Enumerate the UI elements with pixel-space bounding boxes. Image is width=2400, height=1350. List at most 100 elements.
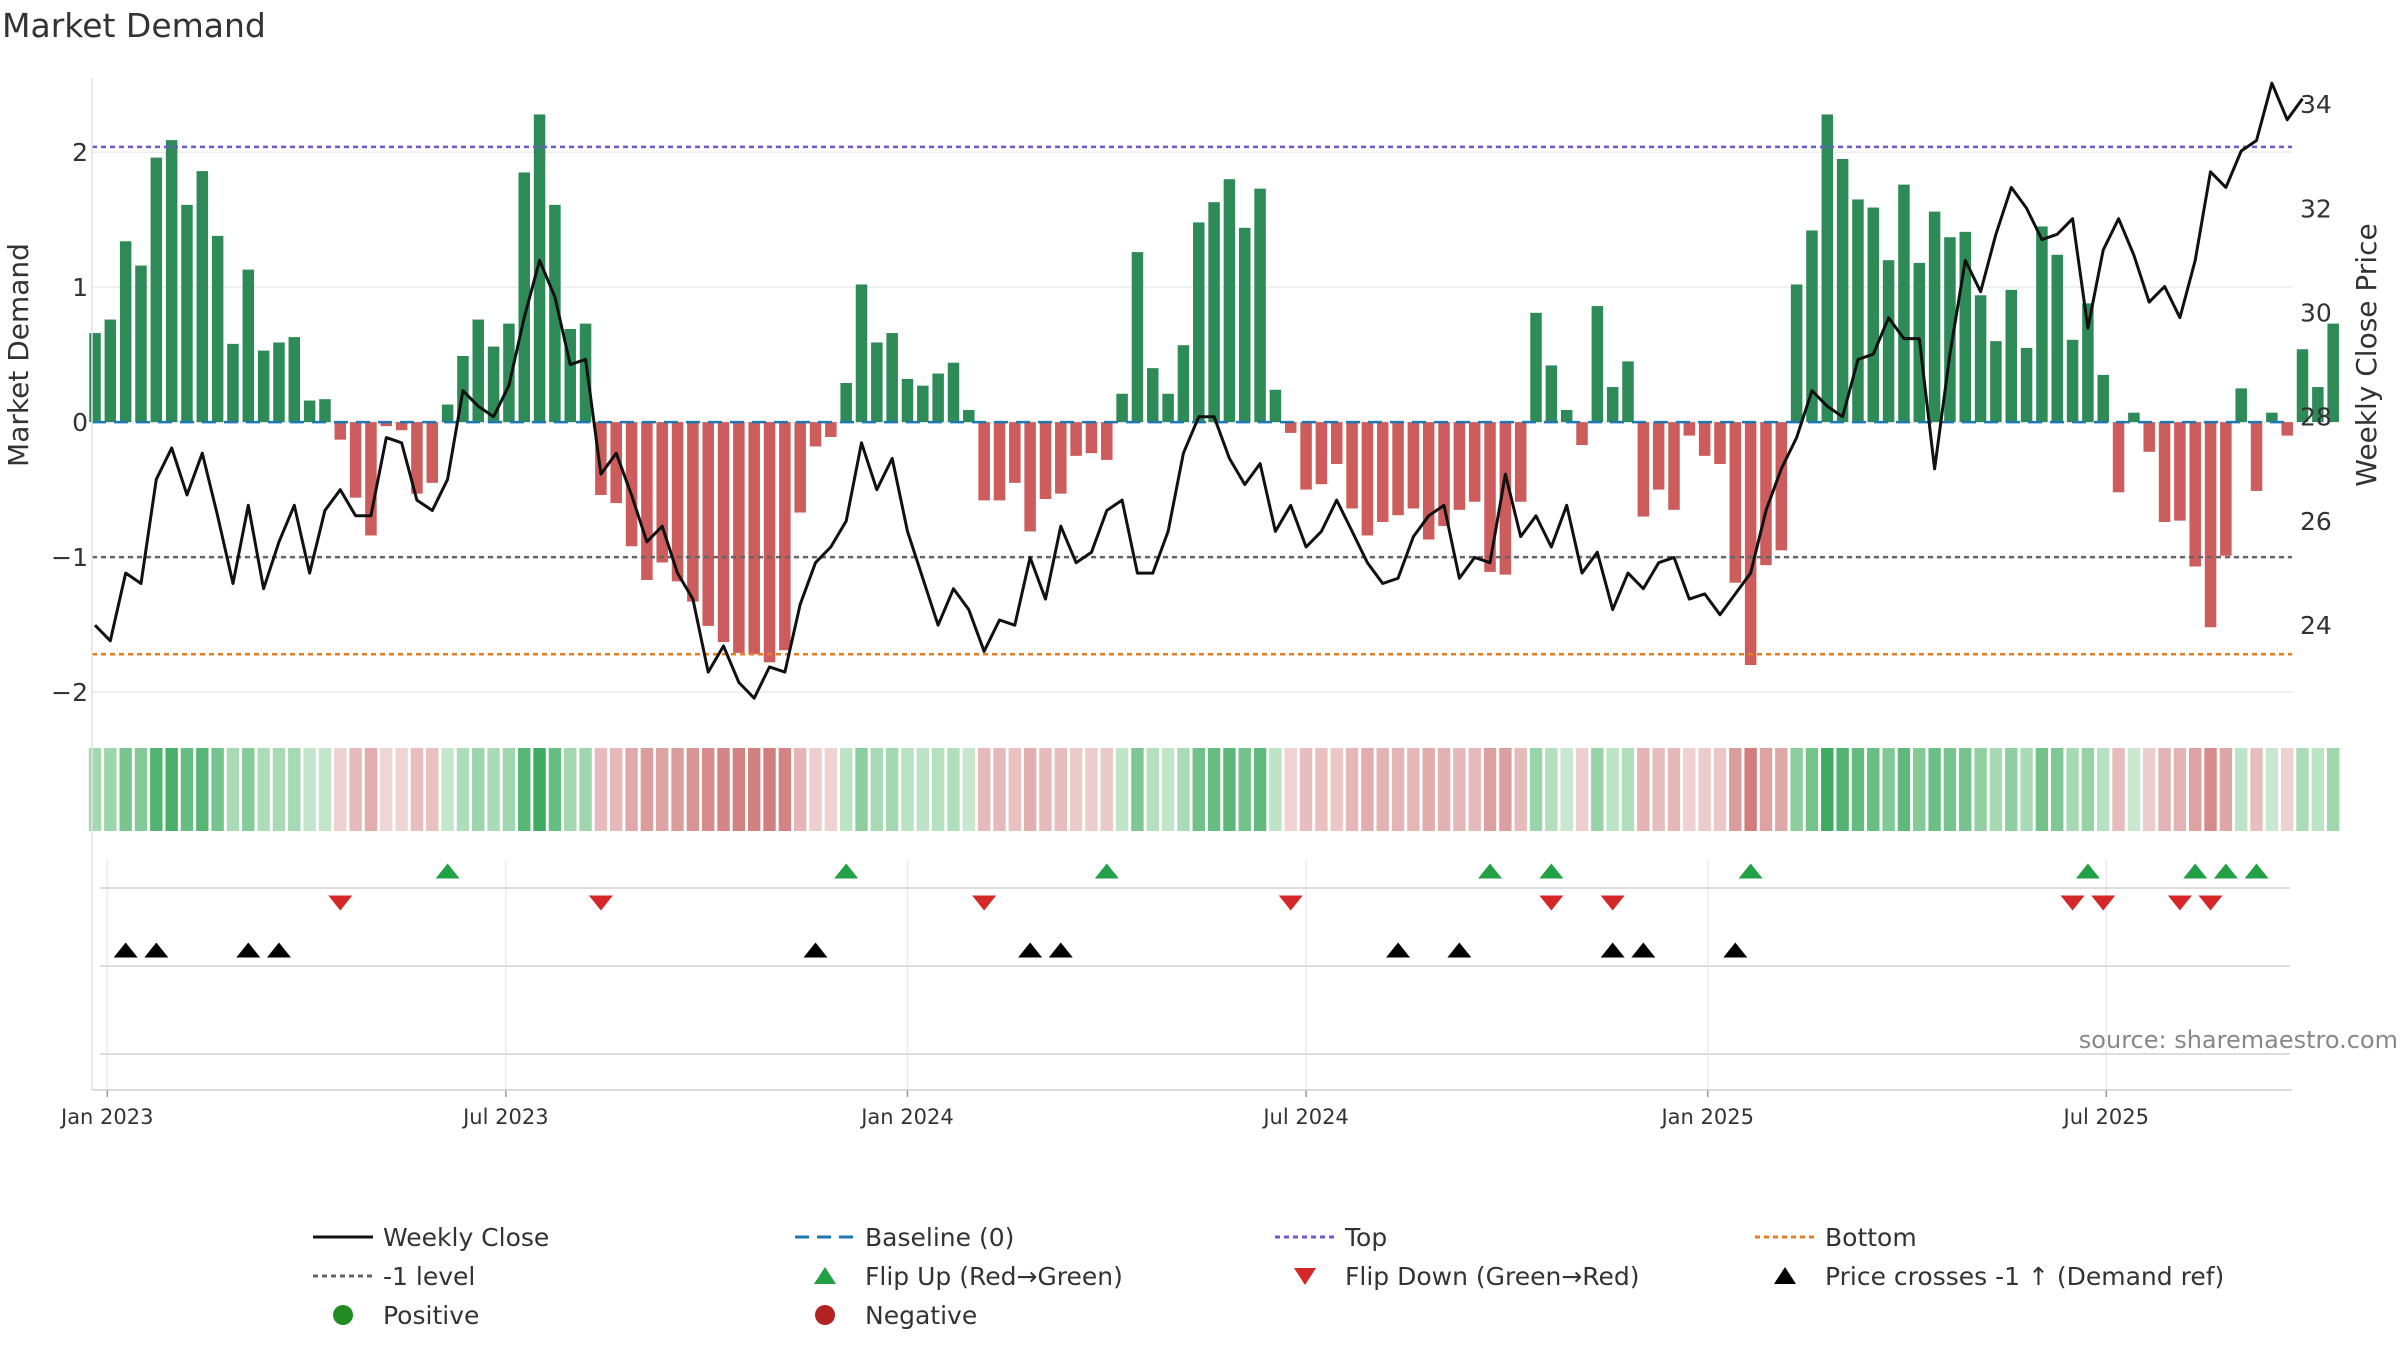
demand-bar-negative xyxy=(1009,422,1021,483)
right-tick-label: 34 xyxy=(2300,90,2332,119)
demand-bar-positive xyxy=(855,284,868,423)
demand-bar-negative xyxy=(1392,422,1404,516)
demand-bar-negative xyxy=(1330,422,1343,464)
legend-label: Negative xyxy=(865,1301,977,1330)
demand-bar-positive xyxy=(1990,341,2002,423)
heat-cell xyxy=(303,748,316,831)
heat-cell xyxy=(180,748,194,831)
demand-bar-positive xyxy=(1269,389,1282,423)
heat-cell xyxy=(1790,748,1803,831)
legend-swatch-triangle-up xyxy=(1774,1267,1796,1284)
heat-cell xyxy=(1315,748,1328,831)
demand-bar-negative xyxy=(1438,422,1450,527)
flip-up-marker xyxy=(2244,863,2269,879)
right-tick-label: 28 xyxy=(2300,403,2332,432)
heat-cell xyxy=(947,748,960,831)
heat-cell xyxy=(1637,748,1650,831)
heat-cell xyxy=(1821,748,1834,831)
demand-bar-negative xyxy=(2204,422,2217,628)
legend-label: -1 level xyxy=(383,1262,475,1291)
demand-bar-positive xyxy=(503,323,515,423)
heat-cell xyxy=(1100,748,1113,831)
flip-up-marker xyxy=(834,863,859,879)
demand-bar-positive xyxy=(1560,409,1573,423)
heat-cell xyxy=(1407,748,1420,831)
heat-cell xyxy=(1054,748,1067,831)
signal-rows xyxy=(100,863,2290,1055)
demand-bar-negative xyxy=(794,422,806,513)
heat-cell xyxy=(1974,748,1987,831)
heat-cell xyxy=(717,748,730,831)
heat-cell xyxy=(533,748,546,831)
demand-bar-negative xyxy=(349,422,362,498)
demand-bar-positive xyxy=(1944,237,1956,423)
price-cross-marker xyxy=(113,942,138,958)
legend-label: Flip Up (Red→Green) xyxy=(865,1262,1123,1291)
demand-bar-positive xyxy=(564,329,576,423)
demand-bar-positive xyxy=(257,350,270,423)
weekly-close-line xyxy=(93,81,2304,700)
legend-swatch-dot xyxy=(333,1305,353,1325)
demand-bar-negative xyxy=(641,422,653,581)
demand-bar-positive xyxy=(2020,347,2033,423)
demand-bar-negative xyxy=(1407,422,1420,509)
demand-bar-positive xyxy=(119,241,132,423)
heat-cell xyxy=(1621,748,1635,831)
right-tick-label: 30 xyxy=(2300,299,2332,328)
heat-cell xyxy=(1437,748,1451,831)
heat-cell xyxy=(2235,748,2248,831)
price-cross-marker xyxy=(1048,942,1073,958)
heat-cell xyxy=(2311,748,2325,831)
flip-down-marker xyxy=(2091,895,2116,911)
demand-bar-negative xyxy=(1652,422,1665,490)
heat-cell xyxy=(548,748,562,831)
heat-cell xyxy=(1269,748,1282,831)
demand-bar-positive xyxy=(196,171,209,423)
heat-cell xyxy=(88,748,102,831)
demand-bar-negative xyxy=(1576,422,1588,446)
price-cross-marker xyxy=(1447,942,1472,958)
heat-cell xyxy=(2250,748,2263,831)
demand-bar-negative xyxy=(1729,422,1742,583)
flip-down-marker xyxy=(1539,895,1564,911)
heat-cell xyxy=(901,748,914,831)
heat-cell xyxy=(2189,748,2202,831)
heat-cell xyxy=(272,748,286,831)
demand-bar-positive xyxy=(1591,306,1604,423)
heat-cell xyxy=(104,748,117,831)
legend-label: Weekly Close xyxy=(383,1223,549,1252)
demand-bar-negative xyxy=(687,422,699,602)
heat-cell xyxy=(441,748,454,831)
heat-cell xyxy=(242,748,255,831)
heat-cell xyxy=(732,748,746,831)
weekly-close-path xyxy=(93,81,2304,700)
demand-bar-positive xyxy=(1131,252,1144,423)
demand-bar-negative xyxy=(1714,422,1726,464)
heat-cell xyxy=(2020,748,2033,831)
heat-cell xyxy=(1422,748,1435,831)
heat-cell xyxy=(1729,748,1742,831)
demand-bar-positive xyxy=(273,342,285,423)
heat-cell xyxy=(839,748,853,831)
demand-bar-negative xyxy=(1422,422,1435,540)
flip-up-marker xyxy=(1478,863,1503,879)
heat-cell xyxy=(364,748,378,831)
heat-cell xyxy=(2219,748,2233,831)
demand-bar-positive xyxy=(886,333,898,423)
right-axis-label: Weekly Close Price xyxy=(2350,223,2383,486)
flip-up-marker xyxy=(1738,863,1763,879)
heat-cell xyxy=(1192,748,1205,831)
x-tick-label: Jan 2024 xyxy=(859,1105,954,1129)
flip-up-marker xyxy=(1094,863,1119,879)
demand-bar-positive xyxy=(1806,230,1818,423)
heat-cell xyxy=(579,748,592,831)
demand-bar-positive xyxy=(2296,349,2309,423)
demand-bar-positive xyxy=(1928,211,1941,423)
demand-bar-positive xyxy=(1852,199,1864,423)
heat-cell xyxy=(2035,748,2049,831)
flip-up-marker xyxy=(2183,863,2208,879)
heat-cell xyxy=(1115,748,1129,831)
price-cross-marker xyxy=(1600,942,1625,958)
demand-bar-positive xyxy=(2097,374,2109,423)
flip-up-marker xyxy=(2213,863,2238,879)
